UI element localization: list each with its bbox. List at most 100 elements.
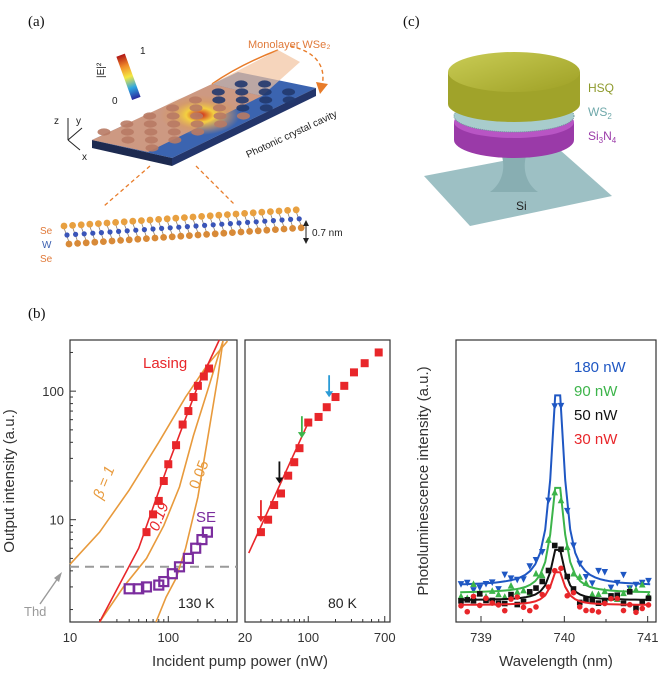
atom-se	[198, 213, 206, 220]
lasing-point	[142, 528, 151, 537]
threshold-arrowhead	[54, 572, 62, 582]
threshold-label: Thd	[24, 604, 46, 619]
data-point	[558, 546, 564, 553]
atom-label-w: W	[42, 240, 52, 251]
legend-entry: 30 nW	[574, 431, 618, 448]
data-point	[570, 569, 577, 577]
data-point	[558, 565, 564, 572]
atom-se	[60, 222, 68, 230]
hole	[213, 112, 227, 120]
data-point	[583, 596, 589, 603]
data-point	[563, 543, 571, 551]
atom-se	[125, 236, 133, 244]
hole	[212, 104, 226, 112]
data-point	[620, 589, 627, 597]
lasing-point	[205, 364, 214, 373]
atom-se	[120, 218, 128, 226]
lasing-point	[149, 510, 158, 519]
data-point	[513, 576, 521, 584]
data-point	[601, 597, 608, 604]
data-point	[620, 571, 627, 579]
hole	[190, 112, 204, 120]
data-point	[514, 594, 521, 600]
hole	[97, 128, 111, 136]
data-point	[576, 599, 583, 606]
se-point	[190, 542, 202, 554]
se-label: SE	[196, 509, 216, 526]
data-point	[520, 598, 527, 605]
data-point	[633, 609, 639, 616]
atom-se	[254, 227, 262, 235]
data-point	[507, 581, 515, 589]
data-point	[526, 563, 534, 570]
data-point	[277, 489, 286, 498]
atomic-lattice	[60, 206, 305, 248]
beta-1-label: β = 1	[90, 464, 119, 503]
data-point	[526, 589, 533, 595]
pump-arrowhead	[275, 477, 284, 484]
threshold-arrow	[39, 577, 59, 605]
data-point	[501, 571, 509, 579]
y-axis-label-right: Photoluminescence intensity (a.u.)	[415, 366, 432, 595]
pointer-arrow	[289, 45, 324, 87]
atom-w	[159, 225, 165, 231]
atom-se	[224, 211, 231, 219]
atom-se	[177, 232, 185, 240]
data-point	[340, 381, 349, 390]
atom-w	[262, 218, 268, 224]
data-point	[551, 542, 558, 549]
data-point	[470, 587, 477, 594]
data-point	[374, 348, 383, 357]
data-point	[570, 586, 577, 592]
lasing-point	[189, 393, 198, 402]
colorbar-label: |E|²	[96, 62, 107, 78]
atom-se	[206, 212, 214, 220]
atom-se	[267, 208, 274, 216]
beta-019-label: 0.19	[146, 499, 173, 533]
data-point	[545, 584, 552, 590]
data-point	[290, 458, 299, 467]
hole	[234, 80, 248, 88]
hole	[120, 128, 134, 136]
data-point	[601, 587, 609, 595]
hole	[166, 104, 180, 112]
data-point	[601, 569, 609, 576]
data-point	[533, 604, 539, 610]
data-point	[632, 581, 640, 589]
atom-se	[168, 233, 176, 241]
atom-se	[186, 232, 193, 240]
data-point	[595, 590, 602, 598]
lasing-point	[159, 477, 168, 485]
data-point	[463, 579, 471, 587]
data-point	[538, 549, 546, 556]
atom-w	[219, 221, 225, 227]
hole	[258, 80, 272, 88]
data-point	[576, 604, 583, 610]
x-tick-label: 100	[297, 630, 319, 645]
data-point	[538, 571, 546, 579]
data-point	[295, 444, 304, 453]
hole	[191, 128, 205, 136]
atom-se	[69, 222, 76, 229]
lasing-point	[172, 441, 181, 450]
atom-se	[117, 237, 124, 244]
data-point	[470, 580, 477, 587]
x-tick-label: 740	[553, 630, 575, 645]
hole	[168, 136, 182, 144]
data-point	[470, 593, 477, 600]
hole	[145, 144, 159, 152]
plot-right-frame	[455, 339, 657, 623]
data-point	[488, 579, 496, 587]
data-point	[464, 608, 471, 615]
data-point	[488, 587, 496, 594]
atom-se	[241, 210, 249, 217]
data-point	[513, 588, 521, 595]
atom-w	[150, 226, 156, 232]
data-point	[458, 598, 464, 604]
atom-se	[108, 237, 116, 245]
fit-curve-1	[460, 486, 651, 594]
data-point	[539, 578, 546, 585]
hole	[144, 136, 158, 144]
data-point	[545, 497, 552, 505]
